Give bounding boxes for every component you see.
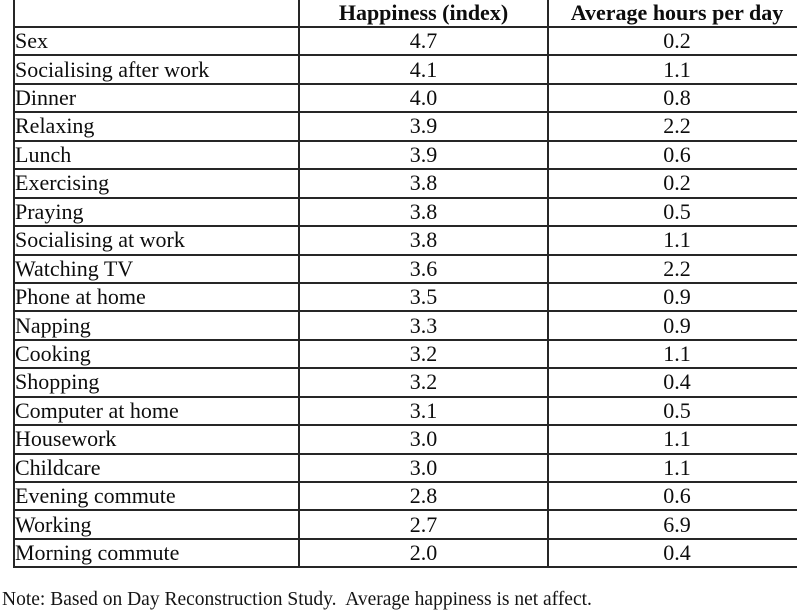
happiness-cell: 3.3 <box>298 310 549 341</box>
happiness-cell: 3.5 <box>298 281 549 313</box>
activity-cell: Sex <box>13 25 300 57</box>
hours-cell: 1.1 <box>547 452 797 484</box>
table-row: Sex 4.7 0.2 <box>13 25 797 57</box>
happiness-cell: 2.0 <box>298 537 549 569</box>
hours-cell: 0.8 <box>547 82 797 114</box>
table-row: Morning commute 2.0 0.4 <box>13 537 797 569</box>
table-row: Shopping 3.2 0.4 <box>13 367 797 398</box>
activities-happiness-table: Happiness (index) Average hours per day … <box>13 0 797 569</box>
activity-cell: Relaxing <box>13 111 300 142</box>
table-row: Socialising at work 3.8 1.1 <box>13 225 797 256</box>
hours-cell: 0.2 <box>547 25 797 57</box>
table-row: Exercising 3.8 0.2 <box>13 168 797 199</box>
activity-cell: Evening commute <box>13 480 300 512</box>
happiness-cell: 3.0 <box>298 424 549 455</box>
table-row: Cooking 3.2 1.1 <box>13 338 797 370</box>
header-activity-blank <box>13 0 300 28</box>
hours-cell: 6.9 <box>547 509 797 540</box>
happiness-cell: 3.2 <box>298 367 549 398</box>
activity-cell: Cooking <box>13 338 300 370</box>
activity-cell: Praying <box>13 196 300 228</box>
table-row: Watching TV 3.6 2.2 <box>13 253 797 284</box>
table-header: Happiness (index) Average hours per day <box>13 0 797 28</box>
activities-table-wrap: Happiness (index) Average hours per day … <box>13 0 797 569</box>
happiness-cell: 3.9 <box>298 111 549 142</box>
happiness-cell: 3.8 <box>298 196 549 228</box>
activity-cell: Shopping <box>13 367 300 398</box>
hours-cell: 0.4 <box>547 367 797 398</box>
table-note: Note: Based on Day Reconstruction Study.… <box>2 589 592 610</box>
hours-cell: 1.1 <box>547 424 797 455</box>
table-row: Phone at home 3.5 0.9 <box>13 281 797 313</box>
table-body: Sex 4.7 0.2 Socialising after work 4.1 1… <box>13 25 797 569</box>
table-row: Evening commute 2.8 0.6 <box>13 480 797 512</box>
activity-cell: Housework <box>13 424 300 455</box>
activity-cell: Working <box>13 509 300 540</box>
activity-cell: Watching TV <box>13 253 300 284</box>
hours-cell: 0.9 <box>547 281 797 313</box>
hours-cell: 2.2 <box>547 253 797 284</box>
activity-cell: Socialising at work <box>13 225 300 256</box>
happiness-cell: 3.1 <box>298 395 549 427</box>
hours-cell: 0.4 <box>547 537 797 569</box>
table-row: Relaxing 3.9 2.2 <box>13 111 797 142</box>
hours-cell: 0.6 <box>547 480 797 512</box>
header-happiness: Happiness (index) <box>298 0 549 28</box>
table-row: Napping 3.3 0.9 <box>13 310 797 341</box>
activity-cell: Phone at home <box>13 281 300 313</box>
happiness-cell: 3.8 <box>298 225 549 256</box>
happiness-cell: 2.7 <box>298 509 549 540</box>
hours-cell: 1.1 <box>547 338 797 370</box>
table-row: Lunch 3.9 0.6 <box>13 139 797 171</box>
happiness-cell: 3.9 <box>298 139 549 171</box>
table-row: Dinner 4.0 0.8 <box>13 82 797 114</box>
hours-cell: 0.6 <box>547 139 797 171</box>
activity-cell: Computer at home <box>13 395 300 427</box>
happiness-cell: 4.7 <box>298 25 549 57</box>
table-row: Socialising after work 4.1 1.1 <box>13 54 797 85</box>
hours-cell: 0.5 <box>547 196 797 228</box>
hours-cell: 1.1 <box>547 54 797 85</box>
activity-cell: Napping <box>13 310 300 341</box>
table-row: Working 2.7 6.9 <box>13 509 797 540</box>
activity-cell: Childcare <box>13 452 300 484</box>
hours-cell: 0.2 <box>547 168 797 199</box>
activity-cell: Dinner <box>13 82 300 114</box>
happiness-cell: 3.2 <box>298 338 549 370</box>
happiness-cell: 3.8 <box>298 168 549 199</box>
activity-cell: Morning commute <box>13 537 300 569</box>
activity-cell: Lunch <box>13 139 300 171</box>
table-row: Housework 3.0 1.1 <box>13 424 797 455</box>
table-row: Computer at home 3.1 0.5 <box>13 395 797 427</box>
hours-cell: 2.2 <box>547 111 797 142</box>
hours-cell: 0.9 <box>547 310 797 341</box>
hours-cell: 0.5 <box>547 395 797 427</box>
activity-cell: Socialising after work <box>13 54 300 85</box>
happiness-cell: 4.1 <box>298 54 549 85</box>
header-hours: Average hours per day <box>547 0 797 28</box>
header-row: Happiness (index) Average hours per day <box>13 0 797 28</box>
happiness-cell: 4.0 <box>298 82 549 114</box>
hours-cell: 1.1 <box>547 225 797 256</box>
happiness-cell: 2.8 <box>298 480 549 512</box>
happiness-cell: 3.0 <box>298 452 549 484</box>
table-row: Praying 3.8 0.5 <box>13 196 797 228</box>
activity-cell: Exercising <box>13 168 300 199</box>
happiness-cell: 3.6 <box>298 253 549 284</box>
table-row: Childcare 3.0 1.1 <box>13 452 797 484</box>
